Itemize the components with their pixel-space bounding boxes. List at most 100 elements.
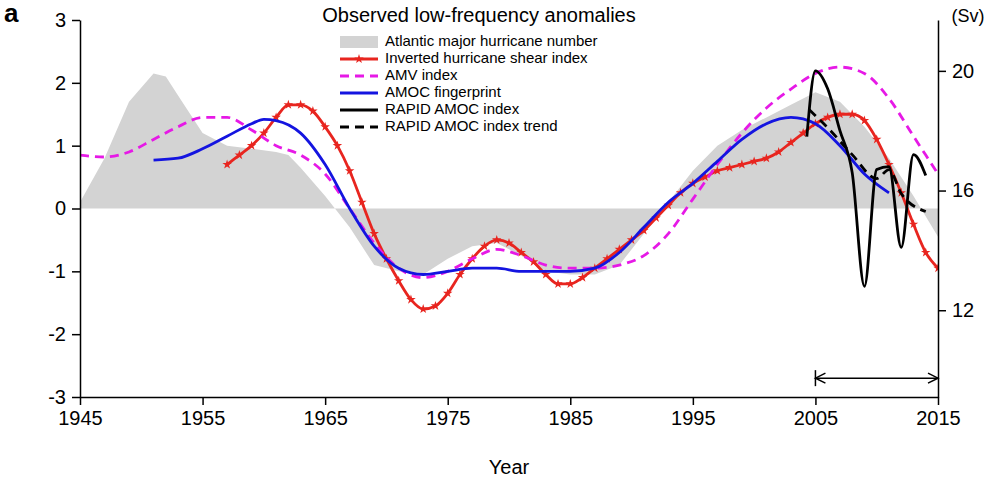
tick-label: 1955 <box>181 407 226 429</box>
tick-label: -3 <box>48 386 66 408</box>
marker <box>737 160 747 169</box>
tick: -3 <box>48 386 80 408</box>
tick-label: 1975 <box>426 407 471 429</box>
tick-label: -2 <box>48 323 66 345</box>
tick-label: 2005 <box>794 407 839 429</box>
marker <box>786 138 796 147</box>
tick-mark <box>447 397 449 405</box>
marker <box>320 122 330 131</box>
tick-mark <box>938 190 946 192</box>
marker <box>333 141 343 150</box>
tick-mark <box>693 397 695 405</box>
marker <box>492 235 502 244</box>
marker <box>713 166 723 175</box>
axis-line <box>938 21 940 398</box>
tick-mark <box>938 71 946 73</box>
tick-label: 2015 <box>916 407 961 429</box>
marker <box>933 263 938 272</box>
tick-mark <box>72 20 80 22</box>
tick-label: 1945 <box>58 407 103 429</box>
marker <box>725 163 735 172</box>
tick-mark <box>72 83 80 85</box>
line <box>807 71 926 286</box>
arrow-head <box>815 373 825 383</box>
legend-item: AMOC fingerprint <box>340 83 502 100</box>
tick: 20 <box>938 60 974 82</box>
tick: 1955 <box>181 397 226 429</box>
legend-marker <box>354 54 364 63</box>
line <box>809 110 925 212</box>
marker <box>553 279 563 288</box>
tick-mark <box>815 397 817 405</box>
tick: 0 <box>55 197 80 219</box>
plot-area <box>80 67 938 313</box>
y2-axis-title: (Sv) <box>952 6 985 26</box>
x-axis-title: Year <box>489 456 530 478</box>
legend-item: Inverted hurricane shear index <box>340 49 588 66</box>
marker <box>418 304 428 313</box>
tick: 2 <box>55 72 80 94</box>
tick-label: 3 <box>55 9 66 31</box>
legend-label: Atlantic major hurricane number <box>385 32 598 49</box>
legend-swatch <box>340 75 378 78</box>
title: Observed low-frequency anomalies <box>322 4 636 26</box>
legend-swatch <box>340 92 378 95</box>
x-axis: 1945 1955 1965 1975 1985 1995 2005 2015 <box>58 397 961 429</box>
marker <box>235 150 245 159</box>
marker <box>443 288 453 297</box>
marker <box>762 153 772 162</box>
tick: 1985 <box>549 397 594 429</box>
marker <box>823 112 833 121</box>
legend-item: Atlantic major hurricane number <box>340 32 598 49</box>
tick-label: 0 <box>55 197 66 219</box>
marker <box>259 128 269 137</box>
marker <box>369 229 379 238</box>
marker <box>504 238 514 247</box>
tick-label: -1 <box>48 260 66 282</box>
marker <box>296 100 306 109</box>
legend-item: RAPID AMOC index <box>340 100 520 117</box>
marker <box>480 241 490 250</box>
tick-mark <box>325 397 327 405</box>
tick: 2005 <box>794 397 839 429</box>
marker <box>774 147 784 156</box>
tick: -2 <box>48 323 80 345</box>
chart: 1945 1955 1965 1975 1985 1995 2005 2015 -3 -2 -1 0 1… <box>0 0 999 496</box>
tick: 12 <box>938 299 974 321</box>
marker <box>749 156 759 165</box>
marker <box>566 279 576 288</box>
legend-item: AMV index <box>340 66 458 83</box>
marker <box>394 276 404 285</box>
marker <box>222 160 232 169</box>
legend-swatch <box>340 109 378 112</box>
tick-label: 1985 <box>549 407 594 429</box>
marker <box>431 301 441 310</box>
marker <box>406 295 416 304</box>
marker <box>345 166 355 175</box>
legend-swatch <box>340 126 378 129</box>
marker <box>909 219 919 228</box>
tick-label: 12 <box>952 299 974 321</box>
tick-label: 2 <box>55 72 66 94</box>
tick: 1965 <box>303 397 348 429</box>
tick-mark <box>202 397 204 405</box>
marker <box>872 134 882 143</box>
legend-swatch <box>340 36 378 48</box>
tick-label: 1965 <box>303 407 348 429</box>
legend-label: AMV index <box>385 66 458 83</box>
tick-mark <box>72 397 80 399</box>
legend: Atlantic major hurricane numberInverted … <box>340 32 598 134</box>
marker <box>308 106 318 115</box>
tick-mark <box>938 310 946 312</box>
tick-mark <box>72 334 80 336</box>
tick-label: 16 <box>952 179 974 201</box>
tick: 3 <box>55 9 80 31</box>
marker <box>284 100 294 109</box>
arrow-head <box>928 373 938 383</box>
marker <box>847 109 857 118</box>
tick: 16 <box>938 179 974 201</box>
marker <box>860 116 870 125</box>
tick-label: 1 <box>55 135 66 157</box>
marker <box>578 273 588 282</box>
tick: 1995 <box>671 397 716 429</box>
